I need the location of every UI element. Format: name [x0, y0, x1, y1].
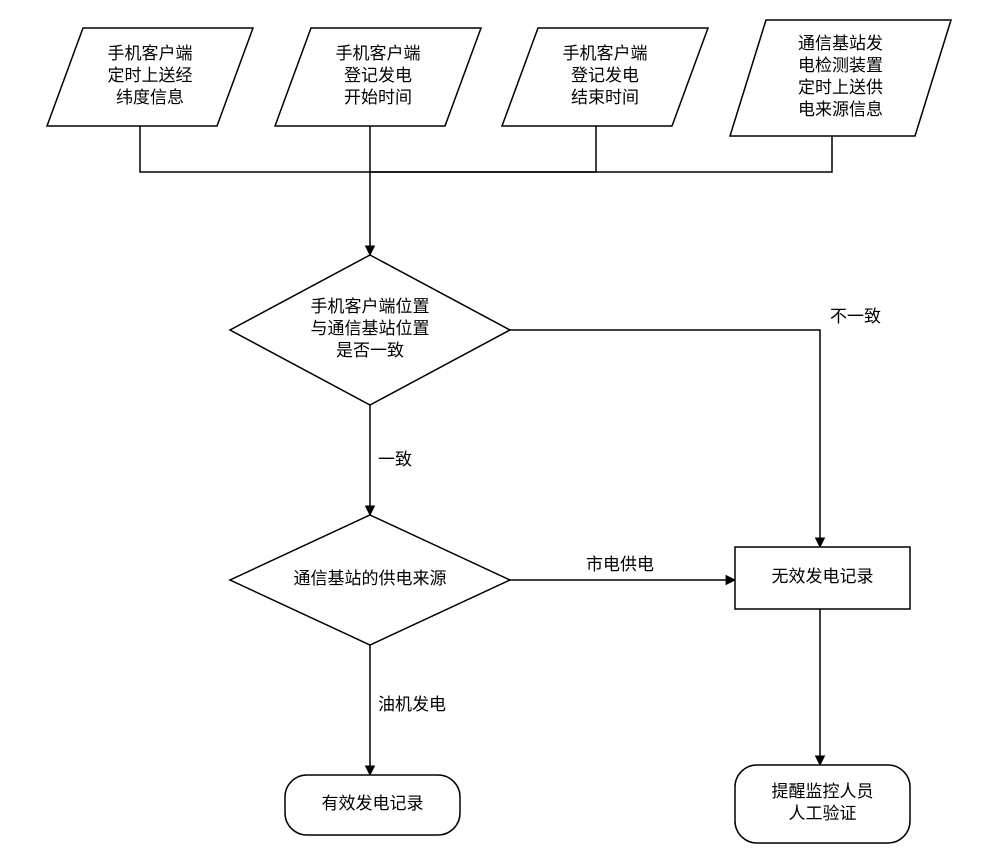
- node-in3: 手机客户端登记发电结束时间: [502, 28, 708, 126]
- node-text: 电检测装置: [798, 56, 883, 75]
- node-text: 有效发电记录: [322, 794, 424, 813]
- flowchart-canvas: 一致不一致市电供电油机发电手机客户端定时上送经纬度信息手机客户端登记发电开始时间…: [0, 0, 1000, 858]
- node-dec1: 手机客户端位置与通信基站位置是否一致: [230, 255, 510, 405]
- node-text: 是否一致: [336, 341, 404, 360]
- node-text: 提醒监控人员: [772, 782, 874, 801]
- edge: [370, 126, 596, 172]
- edge: [510, 330, 820, 547]
- node-text: 手机客户端: [108, 44, 193, 63]
- node-term2: 提醒监控人员人工验证: [735, 765, 910, 843]
- node-in1: 手机客户端定时上送经纬度信息: [47, 28, 253, 126]
- edges-layer: 一致 不一致市电供电油机发电: [140, 126, 881, 775]
- node-dec2: 通信基站的供电来源: [230, 515, 510, 645]
- node-term1: 有效发电记录: [285, 775, 460, 835]
- edge-label: 一致: [378, 450, 412, 469]
- node-text: 登记发电: [571, 66, 639, 85]
- node-text: 无效发电记录: [772, 567, 874, 586]
- node-text: 通信基站发: [798, 34, 883, 53]
- node-in2: 手机客户端登记发电开始时间: [275, 28, 481, 126]
- node-text: 开始时间: [344, 88, 412, 107]
- node-in4: 通信基站发电检测装置定时上送供电来源信息: [730, 20, 951, 136]
- node-rect1: 无效发电记录: [735, 547, 910, 609]
- node-text: 人工验证: [789, 804, 857, 823]
- node-text: 与通信基站位置: [311, 319, 430, 338]
- node-text: 手机客户端: [336, 44, 421, 63]
- edge: [140, 126, 370, 172]
- node-text: 登记发电: [344, 66, 412, 85]
- node-text: 定时上送供: [798, 78, 883, 97]
- node-text: 结束时间: [571, 88, 639, 107]
- node-text: 定时上送经: [108, 66, 193, 85]
- edge-label: 不一致: [830, 307, 881, 326]
- node-text: 纬度信息: [116, 88, 184, 107]
- node-text: 手机客户端位置: [311, 297, 430, 316]
- nodes-layer: 手机客户端定时上送经纬度信息手机客户端登记发电开始时间手机客户端登记发电结束时间…: [47, 20, 951, 843]
- edge-label: 市电供电: [586, 555, 654, 574]
- edge: [370, 136, 832, 172]
- node-text: 手机客户端: [563, 44, 648, 63]
- edge-label: 油机发电: [378, 695, 446, 714]
- node-text: 电来源信息: [798, 100, 883, 119]
- node-text: 通信基站的供电来源: [294, 569, 447, 588]
